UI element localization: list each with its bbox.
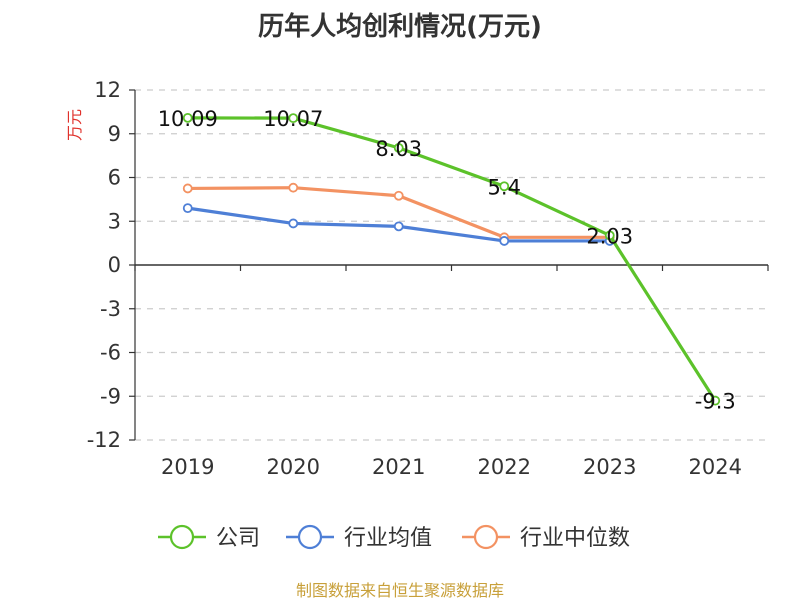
data-point — [182, 183, 193, 194]
data-label: 10.09 — [158, 107, 218, 131]
y-tick-label: -12 — [87, 428, 121, 452]
data-point — [604, 230, 615, 241]
data-label: 2.03 — [586, 224, 633, 248]
y-axis-unit: 万元 — [65, 109, 84, 141]
data-point — [393, 142, 404, 153]
data-point — [393, 190, 404, 201]
data-point — [288, 113, 299, 124]
series-1 — [182, 203, 615, 246]
grid-lines — [135, 89, 768, 441]
data-point — [499, 181, 510, 192]
x-tick-label: 2022 — [478, 455, 531, 479]
series-0 — [182, 112, 721, 406]
axes: 12 9 6 3 0 -3 -6 -9 -12 2019 2020 2021 2022 2023 2024 — [87, 78, 769, 479]
legend-item-0[interactable]: 公司 — [158, 524, 260, 551]
y-tick-label: -9 — [100, 384, 121, 408]
data-labels: 10.09 10.07 8.03 5.4 2.03 -9.3 — [158, 107, 736, 414]
data-point — [288, 182, 299, 193]
data-point — [393, 221, 404, 232]
legend-label: 公司 — [216, 526, 260, 551]
data-point — [182, 203, 193, 214]
chart-title: 历年人均创利情况(万元) — [258, 11, 542, 42]
y-tick-label: 3 — [108, 209, 121, 233]
legend-swatch-marker — [473, 524, 499, 550]
x-tick-label: 2021 — [372, 455, 425, 479]
legend: 公司 行业均值 行业中位数 — [158, 524, 630, 551]
legend-label: 行业均值 — [344, 526, 432, 551]
data-label: 8.03 — [375, 137, 422, 161]
legend-swatch-marker — [297, 524, 323, 550]
y-tick-label: -6 — [100, 341, 121, 365]
legend-swatch-marker — [169, 524, 195, 550]
data-point — [288, 218, 299, 229]
source-note: 制图数据来自恒生聚源数据库 — [296, 581, 504, 600]
data-label: -9.3 — [695, 390, 736, 414]
legend-item-1[interactable]: 行业均值 — [286, 524, 432, 551]
legend-item-2[interactable]: 行业中位数 — [462, 524, 630, 551]
data-point — [182, 112, 193, 123]
y-tick-label: 9 — [108, 122, 121, 146]
y-tick-label: 6 — [108, 166, 121, 190]
series-2 — [182, 182, 615, 243]
series-lines — [182, 112, 721, 406]
series-line — [187, 116, 717, 402]
data-label: 10.07 — [263, 107, 323, 131]
data-point — [499, 236, 510, 246]
x-tick-label: 2023 — [583, 455, 636, 479]
x-tick-label: 2024 — [689, 455, 742, 479]
x-tick-label: 2020 — [267, 455, 320, 479]
y-tick-label: -3 — [100, 297, 121, 321]
x-tick-label: 2019 — [161, 455, 214, 479]
y-tick-label: 0 — [108, 253, 121, 277]
y-tick-label: 12 — [94, 78, 121, 102]
legend-label: 行业中位数 — [520, 526, 630, 551]
data-label: 5.4 — [488, 175, 521, 199]
data-point — [710, 395, 721, 406]
